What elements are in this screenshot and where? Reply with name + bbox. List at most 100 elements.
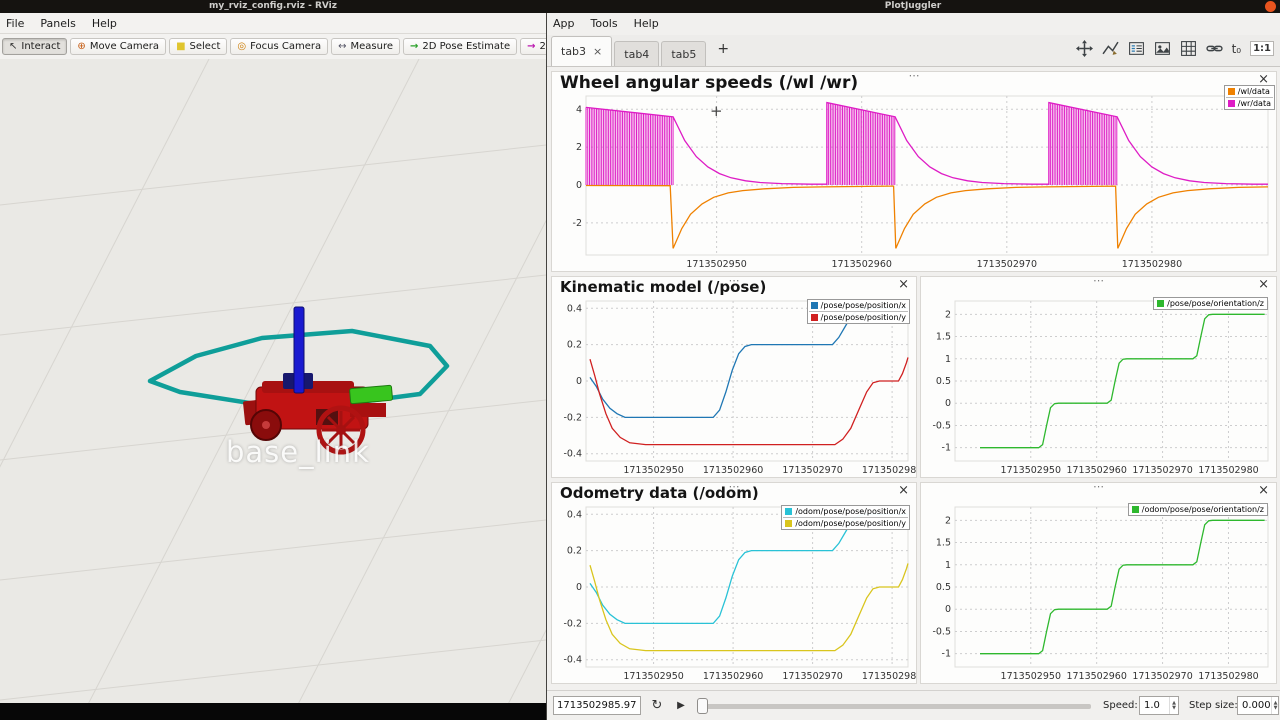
menu-help[interactable]: Help <box>91 16 117 30</box>
tab-tab3[interactable]: tab3 × <box>551 36 613 66</box>
legend-list-icon[interactable] <box>1128 40 1145 57</box>
svg-text:0.4: 0.4 <box>567 509 582 520</box>
plot-pose-orientation[interactable]: ⋯ × /pose/pose/orientation/z 1713502950 1… <box>920 274 1277 478</box>
plot-menu-dots[interactable]: ⋯ <box>728 274 740 287</box>
frame-label: base_link <box>226 435 370 469</box>
step-size-spinner[interactable]: 0.000 ▲ ▼ <box>1237 696 1279 715</box>
grid-layout-icon[interactable] <box>1180 40 1197 57</box>
rviz-3d-viewport[interactable]: base_link <box>0 59 546 703</box>
plot-odom-orientation[interactable]: ⋯ × /odom/pose/pose/orientation/z 171350… <box>920 480 1277 684</box>
tool-label: Interact <box>21 41 61 52</box>
menu-tools[interactable]: Tools <box>590 16 618 30</box>
svg-text:1713502970: 1713502970 <box>1132 465 1192 476</box>
pose-estimate-arrow-icon: → <box>409 40 419 52</box>
spin-up-icon[interactable]: ▲ <box>1172 699 1176 706</box>
svg-text:1: 1 <box>945 560 951 571</box>
svg-text:1713502980: 1713502980 <box>862 671 916 682</box>
nav-goal-arrow-icon: → <box>527 40 536 52</box>
tool-label: 2D Nav Goal <box>539 41 546 52</box>
plot-title: Odometry data (/odom) <box>560 484 759 502</box>
close-icon[interactable]: × <box>898 277 909 292</box>
svg-text:-1: -1 <box>942 443 951 454</box>
svg-text:1713502960: 1713502960 <box>703 671 763 682</box>
tab-bar: tab3 × tab4 tab5 + <box>547 35 1280 67</box>
plotjuggler-window-title: PlotJuggler <box>884 1 942 11</box>
loop-icon[interactable]: ↻ <box>651 697 663 713</box>
close-icon[interactable]: × <box>1258 72 1269 87</box>
tool-interact-button[interactable]: ↖ Interact <box>2 38 68 55</box>
spin-down-icon[interactable]: ▼ <box>1172 704 1176 711</box>
tool-select-button[interactable]: ■ Select <box>169 38 228 55</box>
step-size-value: 0.000 <box>1242 700 1271 711</box>
interact-icon: ↖ <box>9 40 18 52</box>
plot-canvas[interactable]: 1713502950 1713502960 1713502970 1713502980… <box>552 501 916 683</box>
svg-text:1.5: 1.5 <box>936 538 951 549</box>
plot-legend[interactable]: /odom/pose/pose/orientation/z <box>1127 503 1268 516</box>
spinner-arrows[interactable]: ▲ ▼ <box>1169 697 1178 714</box>
timestamp-input[interactable] <box>553 696 641 715</box>
plot-legend[interactable]: /pose/pose/position/x/pose/pose/position… <box>806 299 910 324</box>
menu-app[interactable]: App <box>553 16 575 30</box>
close-icon[interactable]: × <box>898 483 909 498</box>
plotjuggler-menubar: App Tools Help <box>547 13 1280 33</box>
speed-spinner[interactable]: 1.0 ▲ ▼ <box>1139 696 1179 715</box>
close-icon[interactable]: × <box>1258 277 1269 292</box>
svg-text:0.5: 0.5 <box>936 582 951 593</box>
ratio-one-to-one-icon[interactable]: 1:1 <box>1250 41 1274 56</box>
plot-canvas[interactable]: 1713502950 1713502960 1713502970 1713502980… <box>552 295 916 477</box>
rviz-toolbar: ↖ Interact ⊕ Move Camera ■ Select ◎ Focu… <box>0 34 546 60</box>
plot-canvas[interactable]: 1713502950 1713502960 1713502970 1713502980… <box>921 295 1276 477</box>
plot-canvas[interactable]: 1713502950 1713502960 1713502970 1713502980… <box>552 90 1276 271</box>
robot-model <box>243 306 393 455</box>
time-slider-handle[interactable] <box>697 698 708 714</box>
time-slider[interactable] <box>699 704 1091 709</box>
plot-legend[interactable]: /wl/data/wr/data <box>1223 85 1275 110</box>
tab-tab4[interactable]: tab4 <box>614 41 660 66</box>
plot-legend[interactable]: /pose/pose/orientation/z <box>1153 297 1268 310</box>
plot-menu-dots[interactable]: ⋯ <box>1093 274 1104 287</box>
new-tab-button[interactable]: + <box>717 41 730 57</box>
plot-menu-dots[interactable]: ⋯ <box>908 69 920 82</box>
rviz-bottom-strip <box>0 703 546 720</box>
spin-down-icon[interactable]: ▼ <box>1273 704 1278 711</box>
snapshot-icon[interactable] <box>1154 40 1171 57</box>
plot-menu-dots[interactable]: ⋯ <box>1093 480 1104 493</box>
tool-label: Focus Camera <box>250 41 322 52</box>
edit-curves-icon[interactable] <box>1102 40 1119 57</box>
tool-move-camera-button[interactable]: ⊕ Move Camera <box>70 38 167 55</box>
svg-text:2: 2 <box>945 515 951 526</box>
menu-file[interactable]: File <box>6 16 25 30</box>
menu-help[interactable]: Help <box>633 16 659 30</box>
play-icon[interactable]: ▶ <box>677 699 685 711</box>
svg-text:-0.2: -0.2 <box>563 618 582 629</box>
plot-kinematic-model[interactable]: Kinematic model (/pose) ⋯ × /pose/pose/p… <box>551 274 917 478</box>
close-window-button[interactable] <box>1265 1 1276 12</box>
svg-text:-0.5: -0.5 <box>932 420 951 431</box>
plot-wheel-speeds[interactable]: Wheel angular speeds (/wl /wr) ⋯ × /wl/d… <box>551 69 1277 272</box>
svg-text:1713502960: 1713502960 <box>1066 465 1126 476</box>
spin-up-icon[interactable]: ▲ <box>1273 699 1278 706</box>
crosshair-cursor: + <box>710 102 723 120</box>
plot-canvas[interactable]: 1713502950 1713502960 1713502970 1713502980… <box>921 501 1276 683</box>
svg-text:0: 0 <box>945 604 951 615</box>
plot-odometry[interactable]: Odometry data (/odom) ⋯ × /odom/pose/pos… <box>551 480 917 684</box>
tool-2d-nav-goal-button[interactable]: → 2D Nav Goal <box>520 38 546 55</box>
svg-text:1: 1 <box>945 354 951 365</box>
svg-text:1713502950: 1713502950 <box>1001 465 1061 476</box>
svg-text:-1: -1 <box>942 649 951 660</box>
tab-tab5[interactable]: tab5 <box>661 41 707 66</box>
spinner-arrows[interactable]: ▲ ▼ <box>1270 697 1280 714</box>
tool-focus-camera-button[interactable]: ◎ Focus Camera <box>230 38 329 55</box>
svg-text:0: 0 <box>576 376 582 387</box>
menu-panels[interactable]: Panels <box>40 16 76 30</box>
link-axes-icon[interactable] <box>1205 40 1223 57</box>
svg-text:0.4: 0.4 <box>567 303 582 314</box>
tab-close-icon[interactable]: × <box>593 45 603 58</box>
tool-2d-pose-estimate-button[interactable]: → 2D Pose Estimate <box>402 38 518 55</box>
time-offset-icon[interactable]: t₀ <box>1231 41 1242 56</box>
plot-menu-dots[interactable]: ⋯ <box>728 480 740 493</box>
close-icon[interactable]: × <box>1258 483 1269 498</box>
plot-legend[interactable]: /odom/pose/pose/position/x/odom/pose/pos… <box>781 505 910 530</box>
tool-measure-button[interactable]: ↔ Measure <box>331 38 400 55</box>
pan-zoom-icon[interactable] <box>1075 40 1093 57</box>
